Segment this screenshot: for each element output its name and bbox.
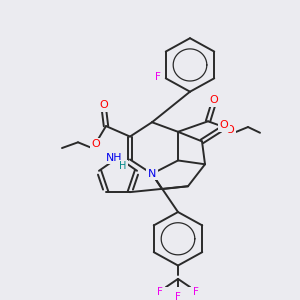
Text: F: F (193, 287, 199, 297)
Text: O: O (220, 120, 228, 130)
Text: O: O (100, 100, 108, 110)
Text: NH: NH (106, 153, 122, 163)
Text: N: N (148, 169, 156, 179)
Text: O: O (226, 125, 234, 135)
Text: F: F (157, 287, 163, 297)
Text: S: S (112, 152, 120, 162)
Text: F: F (175, 292, 181, 300)
Text: O: O (92, 139, 100, 149)
Text: F: F (155, 72, 161, 82)
Text: O: O (210, 95, 218, 105)
Text: H: H (119, 161, 127, 171)
